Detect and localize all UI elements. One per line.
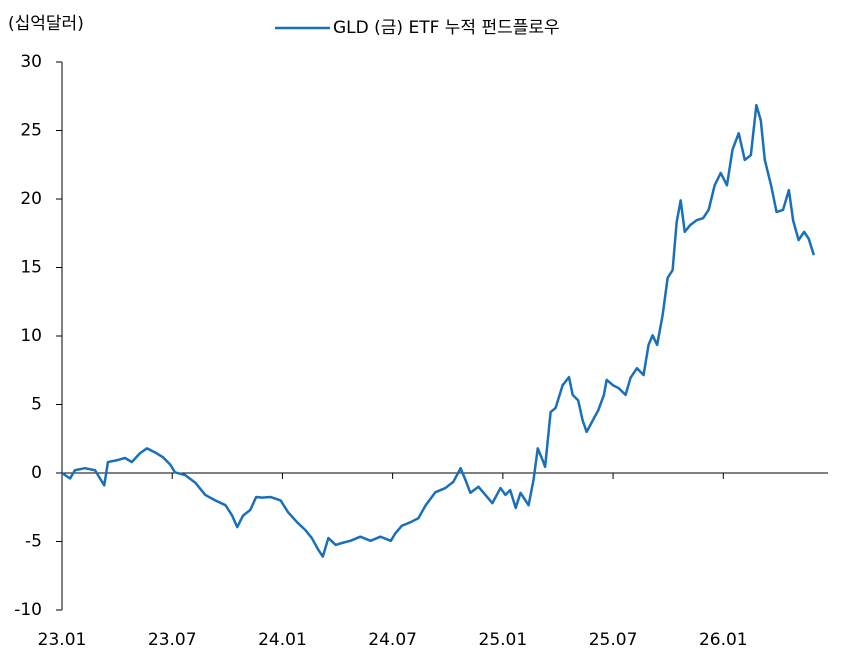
legend-label: GLD (금) ETF 누적 펀드플로우 [333, 18, 560, 38]
y-tick-label: 25 [20, 121, 42, 141]
x-tick-label: 25.01 [479, 630, 528, 650]
y-axis-label: (십억달러) [8, 14, 84, 34]
y-tick-label: 30 [20, 52, 42, 72]
y-tick-label: 10 [20, 326, 42, 346]
y-tick-label: 0 [31, 463, 42, 483]
x-tick-label: 24.01 [258, 630, 307, 650]
y-tick-label: -10 [14, 600, 42, 620]
x-tick-label: 23.01 [38, 630, 87, 650]
x-tick-label: 25.07 [589, 630, 638, 650]
x-tick-label: 24.07 [368, 630, 417, 650]
x-tick-label: 26.01 [699, 630, 748, 650]
y-tick-label: 5 [31, 395, 42, 415]
y-tick-label: -5 [25, 532, 42, 552]
line [61, 103, 816, 558]
y-tick-label: 20 [20, 189, 42, 209]
y-tick-label: 15 [20, 258, 42, 278]
x-tick-label: 23.07 [148, 630, 197, 650]
